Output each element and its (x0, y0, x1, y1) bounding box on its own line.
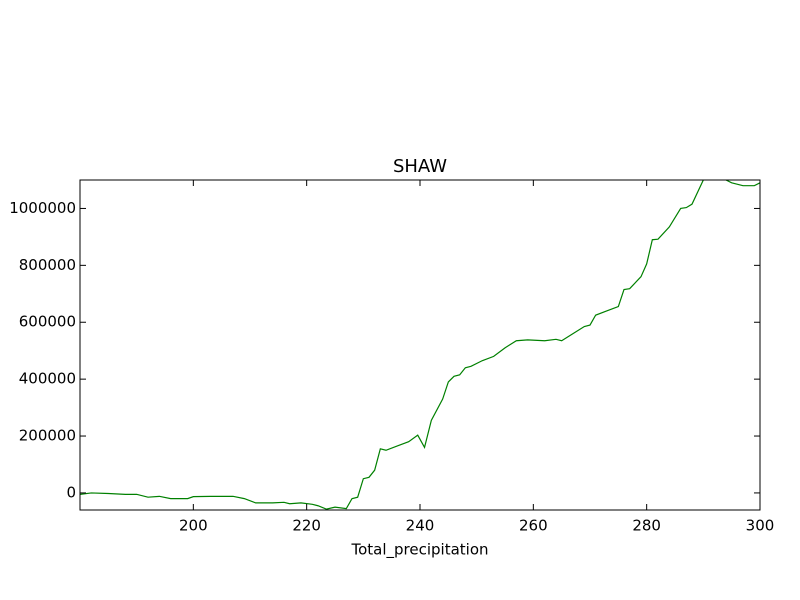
plot-area (80, 180, 760, 510)
x-tick-label: 220 (292, 517, 321, 535)
x-tick-label: 260 (519, 517, 548, 535)
y-tick-label: 800000 (19, 256, 76, 274)
x-tick-label: 200 (179, 517, 208, 535)
y-tick-label: 200000 (19, 427, 76, 445)
x-tick-label: 300 (746, 517, 775, 535)
y-tick-label: 0 (66, 483, 76, 501)
y-tick-label: 600000 (19, 313, 76, 331)
x-tick-label: 240 (406, 517, 435, 535)
y-tick-label: 400000 (19, 370, 76, 388)
chart-title: SHAW (393, 156, 447, 177)
x-axis-label: Total_precipitation (350, 541, 488, 560)
y-tick-label: 1000000 (9, 199, 76, 217)
data-line (80, 180, 760, 510)
x-tick-label: 280 (632, 517, 661, 535)
